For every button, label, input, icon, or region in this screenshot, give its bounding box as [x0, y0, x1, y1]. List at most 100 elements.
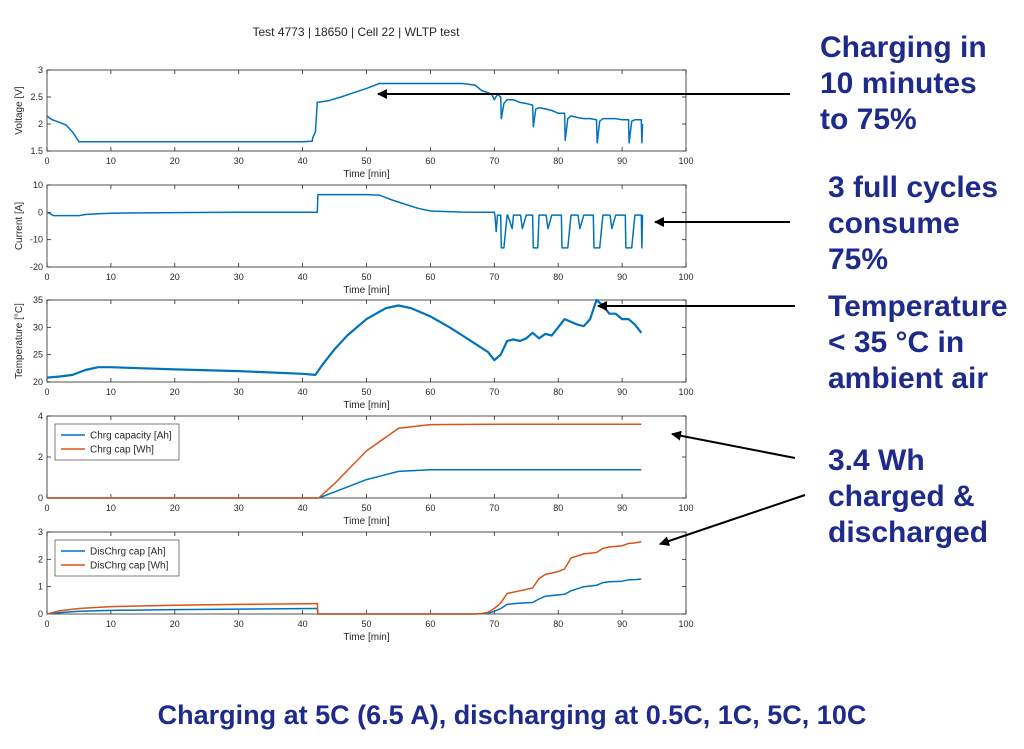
- y-tick-label: 3: [38, 65, 43, 75]
- x-tick-label: 40: [298, 387, 308, 397]
- x-tick-label: 50: [361, 503, 371, 513]
- x-tick-label: 60: [425, 503, 435, 513]
- x-axis-label: Time [min]: [343, 169, 390, 180]
- y-tick-label: -20: [30, 262, 43, 272]
- x-tick-label: 10: [106, 619, 116, 629]
- x-tick-label: 90: [617, 156, 627, 166]
- x-tick-label: 20: [170, 503, 180, 513]
- subplot-3: 0 10 20 30 40 50 60 70 80 90 100 20 25 30 35 Time [min]…: [14, 295, 694, 411]
- legend-entry: DisChrg cap [Wh]: [90, 561, 169, 572]
- x-axis-label: Time [min]: [343, 285, 390, 296]
- axes-box: [46, 184, 687, 268]
- y-tick-label: 1: [38, 582, 43, 592]
- x-tick-label: 70: [489, 387, 499, 397]
- y-tick-label: 2: [38, 119, 43, 129]
- x-tick-label: 30: [234, 619, 244, 629]
- x-tick-label: 50: [361, 387, 371, 397]
- x-tick-label: 10: [106, 503, 116, 513]
- annotation-cycles: 3 full cycles consume 75%: [828, 170, 998, 278]
- x-tick-label: 100: [678, 619, 693, 629]
- series-line: [46, 193, 644, 249]
- annotation-line: Charging in: [820, 31, 987, 64]
- series-line: [46, 578, 642, 615]
- annotation-line: 3 full cycles: [828, 171, 999, 204]
- subplot-1: 0 10 20 30 40 50 60 70 80 90 100 1.5 2 2.5 3 Time [min]…: [14, 65, 694, 180]
- subplot-5: 0 10 20 30 40 50 60 70 80 90 100 0 1 2 3 Time [min] DisC…: [38, 527, 694, 643]
- annotation-line: consume: [828, 207, 960, 240]
- annotation-charging: Charging in 10 minutes to 75%: [820, 30, 987, 138]
- legend-box: [54, 423, 180, 461]
- x-tick-label: 70: [489, 503, 499, 513]
- y-tick-label: 0: [38, 493, 43, 503]
- x-tick-label: 10: [106, 272, 116, 282]
- x-tick-label: 30: [234, 272, 244, 282]
- series-line: [47, 423, 642, 499]
- arrow-discharged: [659, 494, 806, 546]
- y-tick-label: 10: [33, 180, 43, 190]
- x-tick-label: 80: [553, 503, 563, 513]
- x-tick-label: 80: [553, 619, 563, 629]
- x-tick-label: 0: [44, 619, 49, 629]
- x-tick-label: 0: [44, 272, 49, 282]
- x-tick-label: 90: [617, 387, 627, 397]
- annotation-line: discharged: [828, 516, 989, 549]
- x-tick-label: 60: [425, 272, 435, 282]
- subplot-4: 0 10 20 30 40 50 60 70 80 90 100 0 2 4 Time [min] Chrg …: [38, 411, 694, 527]
- x-tick-label: 100: [678, 503, 693, 513]
- x-tick-label: 60: [425, 156, 435, 166]
- legend-entry: Chrg cap [Wh]: [90, 445, 154, 456]
- x-tick-label: 40: [298, 272, 308, 282]
- x-tick-label: 80: [553, 387, 563, 397]
- x-tick-label: 100: [678, 156, 693, 166]
- arrow-charged: [671, 430, 796, 459]
- legend-entry: DisChrg cap [Ah]: [90, 547, 166, 558]
- x-tick-label: 50: [361, 156, 371, 166]
- annotation-line: 3.4 Wh: [828, 444, 925, 477]
- x-axis-label: Time [min]: [343, 516, 390, 527]
- y-tick-label: -10: [30, 235, 43, 245]
- x-tick-label: 50: [361, 619, 371, 629]
- x-tick-label: 20: [170, 272, 180, 282]
- annotation-line: ambient air: [828, 362, 989, 395]
- annotation-line: < 35 °C in: [828, 326, 965, 359]
- x-tick-label: 20: [170, 619, 180, 629]
- series-line: [46, 82, 644, 144]
- annotation-line: 75%: [828, 243, 889, 276]
- x-tick-label: 10: [106, 387, 116, 397]
- x-tick-label: 0: [44, 503, 49, 513]
- x-tick-label: 40: [298, 503, 308, 513]
- y-tick-label: 0: [38, 609, 43, 619]
- legend-box: [54, 539, 180, 577]
- x-tick-label: 30: [234, 503, 244, 513]
- y-tick-label: 2: [38, 554, 43, 564]
- x-tick-label: 40: [298, 619, 308, 629]
- annotation-energy: 3.4 Wh charged & discharged: [828, 443, 988, 551]
- y-tick-label: 1.5: [30, 146, 43, 156]
- y-axis-label: Current [A]: [14, 202, 25, 251]
- annotation-arrows: [377, 89, 806, 546]
- y-tick-label: 0: [38, 207, 43, 217]
- y-tick-label: 25: [33, 350, 43, 360]
- y-tick-label: 3: [38, 527, 43, 537]
- x-tick-label: 100: [678, 387, 693, 397]
- x-tick-label: 20: [170, 156, 180, 166]
- y-axis-label: Voltage [V]: [14, 86, 25, 135]
- legend: DisChrg cap [Ah] DisChrg cap [Wh]: [54, 539, 180, 577]
- footer-caption: Charging at 5C (6.5 A), discharging at 0…: [157, 700, 867, 730]
- x-tick-label: 100: [678, 272, 693, 282]
- y-tick-label: 20: [33, 377, 43, 387]
- x-tick-label: 50: [361, 272, 371, 282]
- annotation-line: to 75%: [820, 103, 917, 136]
- annotation-line: Temperature: [828, 290, 1008, 323]
- annotation-line: charged &: [828, 480, 975, 513]
- figure-title: Test 4773 | 18650 | Cell 22 | WLTP test: [252, 25, 460, 39]
- y-tick-label: 30: [33, 322, 43, 332]
- legend: Chrg capacity [Ah] Chrg cap [Wh]: [54, 423, 180, 461]
- x-tick-label: 10: [106, 156, 116, 166]
- x-tick-label: 80: [553, 156, 563, 166]
- x-tick-label: 90: [617, 619, 627, 629]
- x-tick-label: 20: [170, 387, 180, 397]
- x-tick-label: 70: [489, 156, 499, 166]
- annotation-line: 10 minutes: [820, 67, 977, 100]
